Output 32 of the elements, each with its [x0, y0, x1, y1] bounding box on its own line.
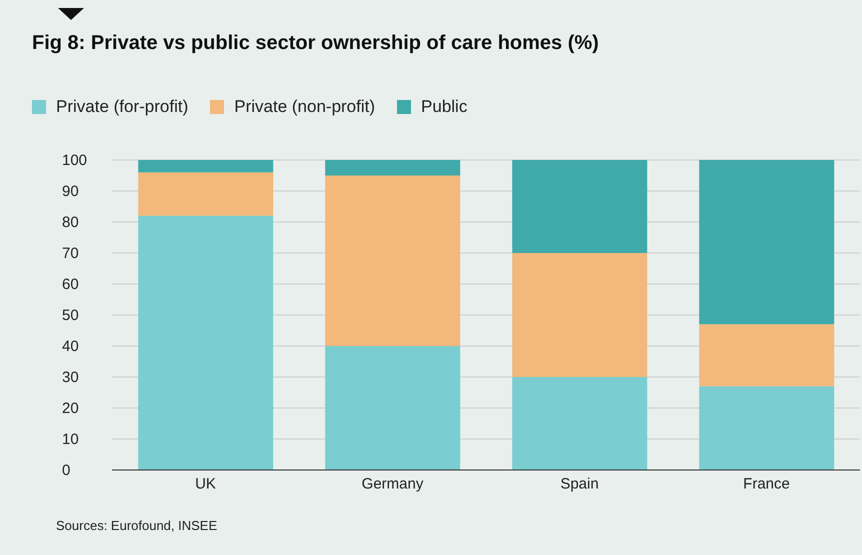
chart-title: Fig 8: Private vs public sector ownership of care homes (%): [32, 32, 599, 55]
bar: [325, 346, 460, 470]
y-tick-label: 0: [62, 462, 70, 479]
bar: [699, 160, 834, 324]
legend-label: Public: [421, 97, 468, 117]
bar: [699, 386, 834, 470]
bar: [325, 176, 460, 346]
x-tick-label: France: [743, 476, 790, 493]
x-tick-label: UK: [195, 476, 216, 493]
bar: [138, 160, 274, 172]
y-tick-label: 60: [62, 276, 79, 293]
source-note: Sources: Eurofound, INSEE: [56, 518, 218, 533]
y-tick-label: 20: [62, 400, 79, 417]
bar: [512, 160, 648, 253]
y-tick-label: 30: [62, 369, 79, 386]
y-tick-label: 100: [62, 152, 88, 169]
legend-label: Private (for-profit): [56, 97, 188, 117]
bar: [138, 172, 274, 216]
y-tick-label: 90: [62, 183, 79, 200]
y-tick-label: 50: [62, 307, 79, 324]
y-tick-label: 80: [62, 214, 79, 231]
bar: [699, 324, 834, 386]
y-tick-label: 10: [62, 431, 79, 448]
bar: [512, 377, 648, 470]
x-tick-label: Germany: [362, 476, 424, 493]
bar: [325, 160, 460, 176]
x-tick-label: Spain: [560, 476, 599, 493]
y-tick-label: 70: [62, 245, 79, 262]
y-tick-label: 40: [62, 338, 79, 355]
legend-label: Private (non-profit): [234, 97, 376, 117]
bar: [512, 253, 648, 377]
bar: [138, 216, 274, 470]
